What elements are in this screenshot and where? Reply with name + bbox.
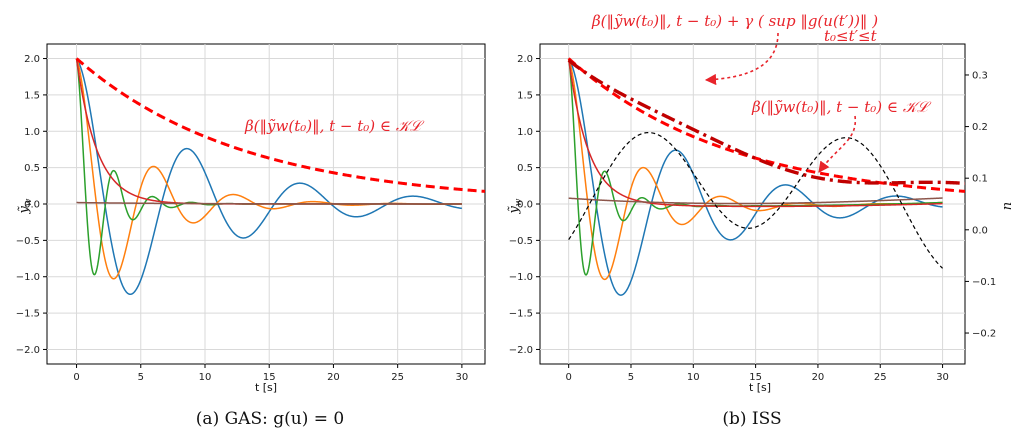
y-tick-label: 0.0 (517, 200, 533, 211)
x-tick-label: 10 (199, 372, 212, 383)
series-line-b-5 (568, 131, 943, 269)
y-tick-label: −1.5 (16, 309, 40, 320)
iss-annotation-sub-b: t₀≤t′≤t (824, 27, 878, 45)
x-tick-label: 25 (391, 372, 404, 383)
y-axis-label-b: ỹw (507, 198, 524, 214)
caption-a: (a) GAS: g(u) = 0 (196, 409, 344, 429)
right-y-tick-label: 0.3 (972, 70, 988, 81)
y-tick-label: 1.5 (24, 90, 40, 101)
series-line-b-0 (568, 58, 943, 296)
right-y-tick-label: 0.2 (972, 122, 988, 133)
right-y-tick-label: −0.1 (972, 277, 996, 288)
caption-b: (b) ISS (722, 409, 781, 429)
chart-panel-b: 0 5 10 15 20 25 30 2.0 1.5 1.0 0.5 0.0 −0.5 −1.0 −1.5… (507, 12, 1014, 429)
y-tick-label: 0.5 (517, 163, 533, 174)
x-tick-label: 0 (565, 372, 571, 383)
y-tick-label: −0.5 (16, 236, 40, 247)
x-tick-label: 5 (138, 372, 144, 383)
right-y-ticks-b: 0.3 0.2 0.1 0.0 −0.1 −0.2 (965, 70, 996, 340)
right-y-tick-label: 0.0 (972, 225, 988, 236)
x-tick-label: 0 (73, 372, 79, 383)
x-tick-label: 15 (263, 372, 276, 383)
y-tick-label: −2.0 (509, 345, 533, 356)
right-y-axis-label-b: u (1000, 202, 1014, 210)
series-line-b-3 (567, 58, 943, 208)
series-line-b-4 (568, 197, 943, 205)
x-ticks-a: 0 5 10 15 20 25 30 (73, 364, 468, 383)
y-tick-label: 0.5 (24, 163, 40, 174)
series-line-a-4 (76, 201, 462, 205)
y-tick-label: 0.0 (24, 200, 40, 211)
y-tick-label: −1.5 (509, 309, 533, 320)
y-tick-label: 1.0 (517, 127, 533, 138)
y-tick-label: −2.0 (16, 345, 40, 356)
x-axis-label-b: t [s] (749, 381, 771, 394)
x-tick-label: 20 (812, 372, 825, 383)
series-line-b-7 (567, 59, 965, 186)
kl-annotation-a: β(‖ỹw(t₀)‖, t − t₀) ∈ 𝒦ℒ (244, 117, 425, 135)
y-tick-label: −0.5 (509, 236, 533, 247)
y-axis-label-a: ỹw (17, 198, 34, 214)
x-tick-label: 20 (327, 372, 340, 383)
x-tick-label: 25 (874, 372, 887, 383)
x-tick-label: 15 (749, 372, 762, 383)
x-tick-label: 30 (456, 372, 469, 383)
y-tick-label: 2.0 (24, 54, 40, 65)
x-ticks-b: 0 5 10 15 20 25 30 (565, 364, 949, 383)
right-y-tick-label: 0.1 (972, 174, 988, 185)
x-tick-label: 10 (687, 372, 700, 383)
series-group-a (75, 57, 485, 296)
y-tick-label: 1.0 (24, 127, 40, 138)
y-ticks-a: 2.0 1.5 1.0 0.5 0.0 −0.5 −1.0 −1.5 −2.0 (16, 54, 47, 356)
x-tick-label: 30 (936, 372, 949, 383)
series-line-a-5 (75, 57, 485, 193)
y-tick-label: −1.0 (509, 272, 533, 283)
y-tick-label: −1.0 (16, 272, 40, 283)
y-tick-label: 1.5 (517, 90, 533, 101)
x-axis-label-a: t [s] (255, 381, 277, 394)
y-ticks-b: 2.0 1.5 1.0 0.5 0.0 −0.5 −1.0 −1.5 −2.0 (509, 54, 540, 356)
kl-annotation-b: β(‖ỹw(t₀)‖, t − t₀) ∈ 𝒦ℒ (751, 98, 932, 116)
x-tick-label: 5 (628, 372, 634, 383)
right-y-tick-label: −0.2 (972, 329, 996, 340)
iss-annotation-b: β(‖ỹw(t₀)‖, t − t₀) + γ ( sup ‖g(u(t′))‖… (591, 12, 878, 30)
annotation-arrow-kl (818, 115, 856, 173)
chart-panel-a: 0 5 10 15 20 25 30 2.0 1.5 1.0 0.5 0.0 −0.5 −1.0 −1.5… (16, 43, 486, 429)
series-group-b (567, 57, 965, 296)
y-tick-label: 2.0 (517, 54, 533, 65)
series-line-a-0 (75, 58, 462, 296)
annotation-arrow-iss (704, 32, 779, 86)
